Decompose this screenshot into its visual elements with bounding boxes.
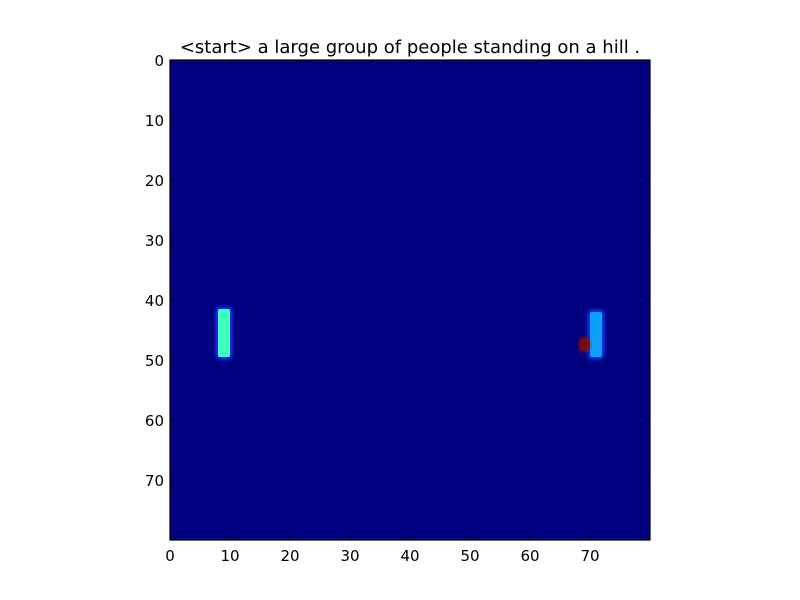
y-tick-label: 60 — [145, 412, 164, 430]
x-axis: 0 10 20 30 40 50 60 70 — [165, 60, 600, 565]
y-tick-label: 10 — [145, 112, 164, 130]
y-tick-label: 0 — [154, 52, 164, 70]
x-tick-label: 50 — [460, 547, 479, 565]
y-tick-label: 20 — [145, 172, 164, 190]
x-tick-label: 10 — [220, 547, 239, 565]
chart-title: <start> a large group of people standing… — [180, 37, 640, 58]
heatmap-region-core — [218, 309, 230, 357]
heatmap-region-1 — [216, 307, 232, 359]
y-tick-label: 30 — [145, 232, 164, 250]
x-tick-label: 30 — [340, 547, 359, 565]
x-tick-label: 20 — [280, 547, 299, 565]
x-tick-label: 40 — [400, 547, 419, 565]
heatmap-region-core — [590, 312, 602, 357]
x-tick-label: 0 — [165, 547, 175, 565]
y-tick-label: 40 — [145, 292, 164, 310]
x-tick-label: 70 — [580, 547, 599, 565]
heatmap-regions — [216, 307, 604, 359]
heatmap-region-3 — [579, 337, 590, 352]
heatmap-region-core — [581, 339, 588, 350]
y-tick-label: 70 — [145, 472, 164, 490]
y-axis: 0 10 20 30 40 50 60 70 — [145, 52, 650, 490]
heatmap-background — [170, 60, 650, 540]
y-tick-label: 50 — [145, 352, 164, 370]
x-tick-label: 60 — [520, 547, 539, 565]
heatmap-region-2 — [588, 310, 604, 359]
